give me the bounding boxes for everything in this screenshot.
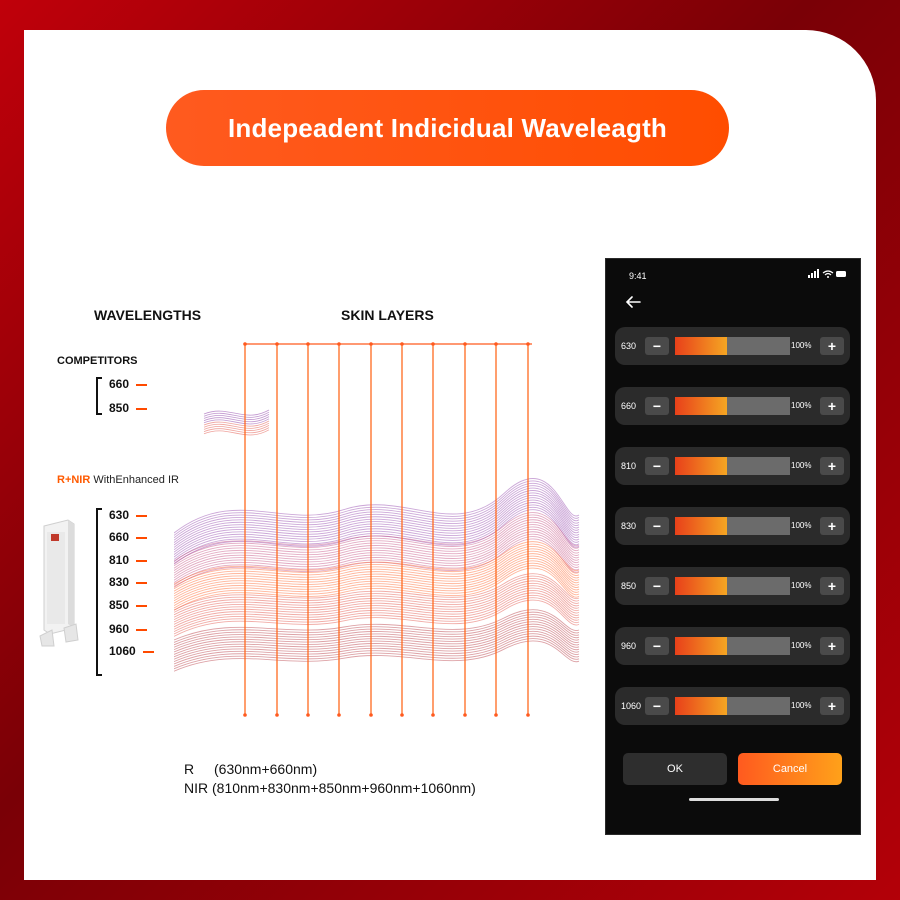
page-title: Indepeadent Indicidual Waveleagth xyxy=(166,90,729,166)
increase-button[interactable]: + xyxy=(820,637,844,655)
decrease-button[interactable]: − xyxy=(645,697,669,715)
intensity-slider[interactable] xyxy=(675,697,790,715)
light-panel-device-icon xyxy=(39,519,79,647)
wavelength-label: 960 xyxy=(621,641,637,651)
intensity-percent: 100% xyxy=(791,581,812,590)
increase-button[interactable]: + xyxy=(820,697,844,715)
intensity-slider[interactable] xyxy=(675,577,790,595)
intensity-fill xyxy=(675,577,727,595)
status-time: 9:41 xyxy=(629,271,647,281)
rnir-wavelength: 850 xyxy=(109,598,148,612)
decrease-button[interactable]: − xyxy=(645,457,669,475)
decrease-button[interactable]: − xyxy=(645,577,669,595)
intensity-percent: 100% xyxy=(791,641,812,650)
wavelength-label: 630 xyxy=(621,341,637,351)
rnir-title: R+NIR WithEnhanced IR xyxy=(57,474,179,486)
increase-button[interactable]: + xyxy=(820,457,844,475)
intensity-fill xyxy=(675,637,727,655)
skin-layer-lines xyxy=(243,342,530,717)
wavelength-row-960: 960− 100% + xyxy=(615,627,850,665)
competitor-wavelength: 850 xyxy=(109,401,148,415)
arrow-left-icon[interactable] xyxy=(624,295,642,309)
competitors-title: COMPETITORS xyxy=(57,355,138,367)
intensity-slider[interactable] xyxy=(675,517,790,535)
skin-layers-header: SKIN LAYERS xyxy=(341,307,434,323)
ok-button[interactable]: OK xyxy=(623,753,727,785)
competitors-bracket xyxy=(96,377,102,415)
rnir-wavelength: 1060 xyxy=(109,644,154,658)
intensity-fill xyxy=(675,517,727,535)
intensity-percent: 100% xyxy=(791,341,812,350)
wavelength-label: 850 xyxy=(621,581,637,591)
wavelength-row-830: 830− 100% + xyxy=(615,507,850,545)
rnir-wavelength: 660 xyxy=(109,530,148,544)
skin-layers-diagram xyxy=(174,342,580,717)
increase-button[interactable]: + xyxy=(820,397,844,415)
intensity-percent: 100% xyxy=(791,461,812,470)
decrease-button[interactable]: − xyxy=(645,397,669,415)
intensity-fill xyxy=(675,397,727,415)
rnir-wavelength: 830 xyxy=(109,575,148,589)
status-icons xyxy=(808,269,846,278)
intensity-percent: 100% xyxy=(791,701,812,710)
cancel-button[interactable]: Cancel xyxy=(738,753,842,785)
intensity-percent: 100% xyxy=(791,521,812,530)
wavelengths-header: WAVELENGTHS xyxy=(94,307,202,323)
legend-r-line: R (630nm+660nm) xyxy=(184,760,476,779)
wavelength-row-660: 660− 100% + xyxy=(615,387,850,425)
light-waves xyxy=(174,409,580,672)
phone-mockup: 9:41 630−100% +660−100% +810−100% +830−100%… xyxy=(605,258,861,835)
rnir-bracket xyxy=(96,508,102,676)
decrease-button[interactable]: − xyxy=(645,517,669,535)
intensity-percent: 100% xyxy=(791,401,812,410)
rnir-wavelength: 810 xyxy=(109,553,148,567)
decrease-button[interactable]: − xyxy=(645,637,669,655)
content-card: Indepeadent Indicidual Waveleagth WAVELE… xyxy=(24,30,876,880)
increase-button[interactable]: + xyxy=(820,577,844,595)
legend-r-label: R xyxy=(184,761,195,777)
wavelength-label: 810 xyxy=(621,461,637,471)
intensity-slider[interactable] xyxy=(675,337,790,355)
home-indicator xyxy=(689,798,779,801)
competitor-wavelength: 660 xyxy=(109,377,148,391)
wavelength-row-1060: 1060− 100% + xyxy=(615,687,850,725)
wavelength-row-630: 630− 100% + xyxy=(615,327,850,365)
increase-button[interactable]: + xyxy=(820,517,844,535)
decrease-button[interactable]: − xyxy=(645,337,669,355)
wavelength-row-810: 810− 100% + xyxy=(615,447,850,485)
intensity-slider[interactable] xyxy=(675,637,790,655)
rnir-wavelength: 630 xyxy=(109,508,148,522)
wavelength-label: 1060 xyxy=(621,701,642,711)
rnir-wavelength: 960 xyxy=(109,622,148,636)
increase-button[interactable]: + xyxy=(820,337,844,355)
intensity-fill xyxy=(675,457,727,475)
intensity-slider[interactable] xyxy=(675,397,790,415)
legend-r-text: (630nm+660nm) xyxy=(214,761,318,777)
legend-nir-text: NIR (810nm+830nm+850nm+960nm+1060nm) xyxy=(184,780,476,796)
wavelength-row-850: 850− 100% + xyxy=(615,567,850,605)
wavelength-label: 660 xyxy=(621,401,637,411)
wavelength-label: 830 xyxy=(621,521,637,531)
wavelength-legend: R (630nm+660nm) NIR (810nm+830nm+850nm+96… xyxy=(184,760,476,798)
intensity-slider[interactable] xyxy=(675,457,790,475)
intensity-fill xyxy=(675,697,727,715)
intensity-fill xyxy=(675,337,727,355)
